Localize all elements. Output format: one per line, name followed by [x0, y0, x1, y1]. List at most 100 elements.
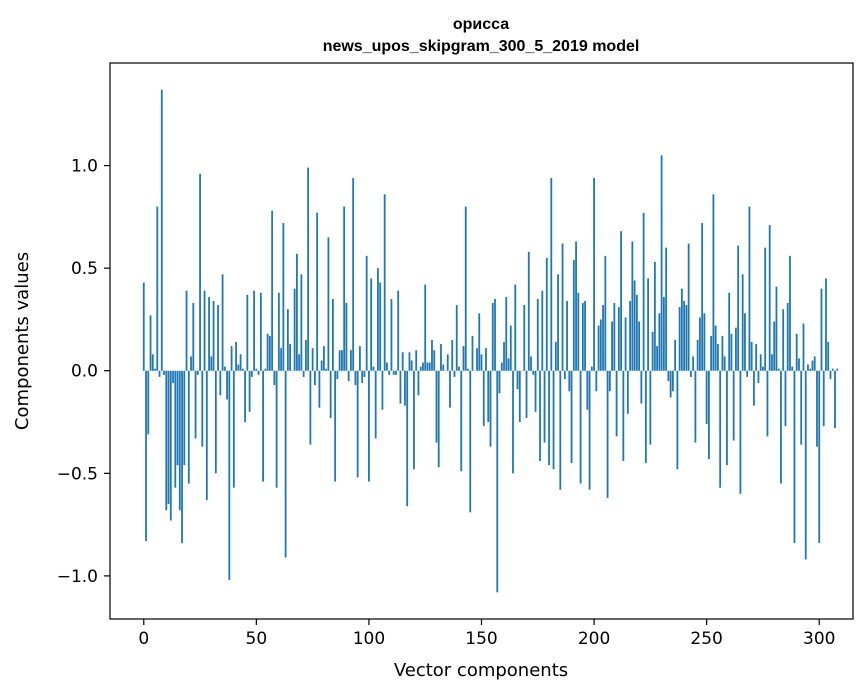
bar-23	[195, 371, 197, 439]
bar-99	[366, 256, 368, 371]
bar-4	[152, 354, 154, 370]
bar-146	[472, 336, 474, 371]
bar-36	[224, 367, 226, 371]
chart-subtitle: news_upos_skipgram_300_5_2019 model	[323, 38, 640, 55]
bar-28	[206, 371, 208, 500]
bar-165	[514, 285, 516, 371]
bar-243	[690, 371, 692, 377]
bar-34	[219, 371, 221, 396]
bar-103	[375, 371, 377, 439]
bar-300	[818, 371, 820, 543]
bar-30	[210, 356, 212, 370]
bar-262	[733, 371, 735, 441]
bar-260	[728, 293, 730, 371]
bar-80	[323, 346, 325, 371]
bar-61	[280, 348, 282, 371]
bar-89	[343, 207, 345, 371]
bar-21	[190, 356, 192, 370]
bar-5	[154, 369, 156, 371]
bar-115	[402, 352, 404, 370]
bar-107	[384, 194, 386, 370]
bar-276	[764, 248, 766, 371]
bar-264	[737, 246, 739, 371]
bar-242	[688, 244, 690, 371]
bar-106	[382, 371, 384, 410]
bar-chart: орисса news_upos_skipgram_300_5_2019 mod…	[0, 0, 867, 696]
bar-86	[337, 371, 339, 379]
bar-119	[411, 360, 413, 370]
y-axis-label: Components values	[12, 252, 33, 430]
bar-118	[409, 352, 411, 370]
bar-85	[334, 371, 336, 482]
bar-120	[413, 371, 415, 469]
bar-45	[244, 371, 246, 422]
bar-108	[386, 363, 388, 371]
bar-209	[613, 303, 615, 371]
bar-157	[496, 371, 498, 593]
bar-296	[809, 369, 811, 371]
bar-121	[415, 350, 417, 371]
bar-79	[321, 360, 323, 370]
bar-18	[183, 371, 185, 465]
bar-24	[197, 371, 199, 375]
bar-38	[228, 371, 230, 580]
bar-207	[609, 371, 611, 392]
bar-217	[631, 241, 633, 370]
bar-11	[168, 371, 170, 504]
bar-183	[555, 342, 557, 371]
bar-259	[726, 371, 728, 465]
bar-130	[436, 371, 438, 443]
bar-178	[544, 371, 546, 443]
bar-1	[145, 371, 147, 541]
bar-176	[539, 371, 541, 461]
bar-116	[404, 371, 406, 406]
bar-222	[643, 213, 645, 371]
bar-265	[740, 371, 742, 494]
bar-230	[661, 155, 663, 370]
bar-228	[656, 346, 658, 371]
bar-91	[348, 371, 350, 381]
bar-199	[591, 367, 593, 371]
bar-49	[253, 291, 255, 371]
bar-248	[701, 223, 703, 371]
bar-35	[222, 274, 224, 370]
bar-52	[260, 293, 262, 371]
bar-153	[487, 371, 489, 422]
bar-279	[771, 354, 773, 370]
bar-254	[715, 326, 717, 371]
bar-240	[683, 301, 685, 371]
bar-179	[546, 258, 548, 371]
bar-152	[485, 348, 487, 371]
bar-7	[159, 371, 161, 377]
bar-285	[785, 371, 787, 426]
x-tick-label: 250	[690, 629, 722, 649]
x-tick-label: 300	[803, 629, 835, 649]
bar-126	[427, 363, 429, 371]
bar-series	[143, 90, 838, 593]
bar-221	[640, 371, 642, 404]
bar-271	[753, 371, 755, 406]
x-tick-label: 100	[353, 629, 385, 649]
bar-173	[532, 371, 534, 375]
bar-205	[604, 256, 606, 371]
bar-190	[571, 371, 573, 463]
y-tick-label: 0.5	[71, 259, 98, 279]
bar-280	[773, 322, 775, 371]
bar-294	[805, 371, 807, 560]
bar-232	[665, 248, 667, 371]
bar-196	[584, 301, 586, 371]
bar-154	[490, 371, 492, 447]
bar-270	[751, 342, 753, 371]
bar-198	[589, 371, 591, 490]
bar-255	[717, 344, 719, 371]
bar-110	[391, 299, 393, 371]
bar-249	[704, 313, 706, 370]
x-tick-label: 0	[138, 629, 149, 649]
bar-302	[823, 371, 825, 426]
bar-273	[758, 371, 760, 383]
bar-203	[600, 319, 602, 370]
bar-184	[557, 274, 559, 370]
chart-title: орисса	[453, 16, 509, 33]
bar-37	[226, 371, 228, 400]
bar-16	[179, 371, 181, 511]
